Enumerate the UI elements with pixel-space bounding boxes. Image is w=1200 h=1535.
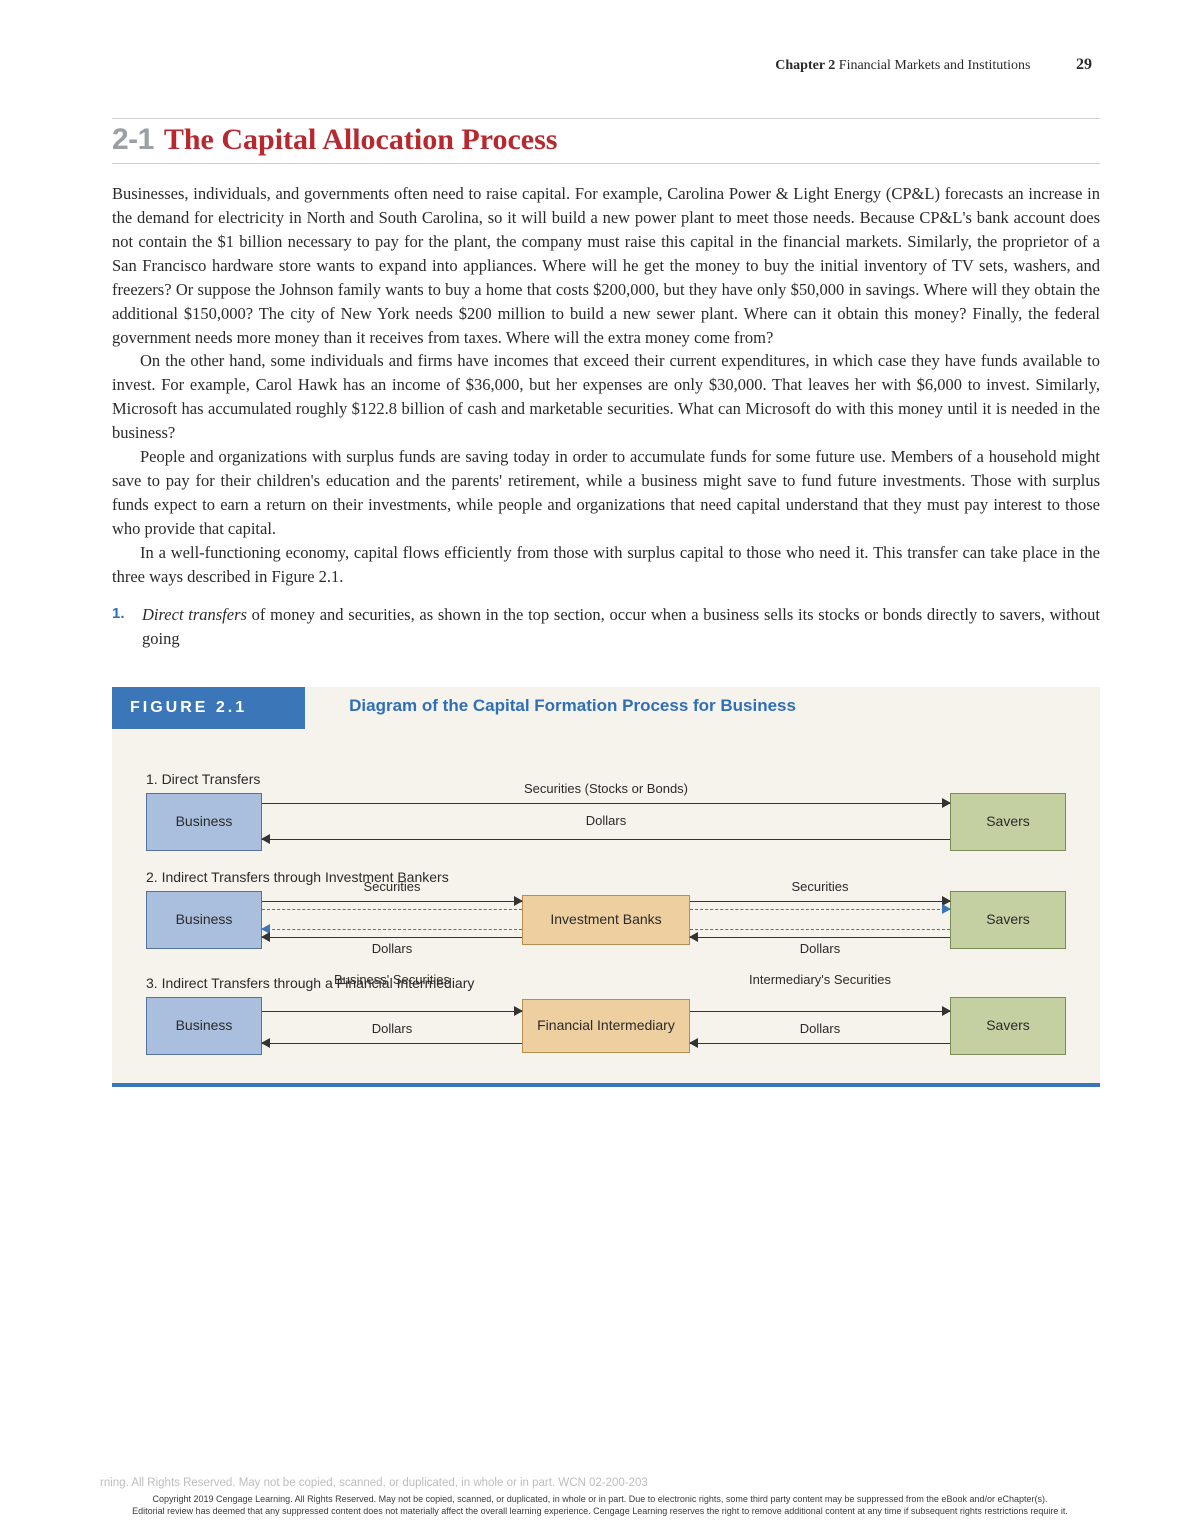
list-text: Direct transfers of money and securities… xyxy=(142,603,1100,651)
connector-2r: Securities Dollars xyxy=(690,891,950,949)
box-business-1: Business xyxy=(146,793,262,851)
arrow-label-3r-bot: Dollars xyxy=(800,1021,840,1036)
list-emphasis: Direct transfers xyxy=(142,605,247,624)
box-savers-2: Savers xyxy=(950,891,1066,949)
chapter-title: Financial Markets and Institutions xyxy=(839,58,1031,73)
footer-line-2: Copyright 2019 Cengage Learning. All Rig… xyxy=(100,1493,1100,1505)
paragraph-3: People and organizations with surplus fu… xyxy=(112,445,1100,541)
arrow-label-2r-bot: Dollars xyxy=(800,941,840,956)
diagram-area: 1. Direct Transfers Business Securities … xyxy=(112,729,1100,1055)
diagram-row-1: Business Securities (Stocks or Bonds) Do… xyxy=(146,793,1066,851)
page-header: Chapter 2 Financial Markets and Institut… xyxy=(112,56,1100,74)
paragraph-1: Businesses, individuals, and governments… xyxy=(112,182,1100,349)
paragraph-2: On the other hand, some individuals and … xyxy=(112,349,1100,445)
arrow-label-1-top: Securities (Stocks or Bonds) xyxy=(524,781,688,796)
diagram-row-2: Business Securities Dollars Investment B… xyxy=(146,891,1066,949)
list-rest: of money and securities, as shown in the… xyxy=(142,605,1100,648)
arrow-label-3l-top: Business' Securities xyxy=(334,973,450,987)
connector-3l: Business' Securities Dollars xyxy=(262,997,522,1055)
arrow-label-2l-top: Securities xyxy=(363,879,420,894)
arrow-label-3r-top: Intermediary's Securities xyxy=(749,973,891,987)
box-mid-2: Investment Banks xyxy=(522,895,690,945)
figure-title: Diagram of the Capital Formation Process… xyxy=(349,687,796,718)
connector-3r: Intermediary's Securities Dollars xyxy=(690,997,950,1055)
box-savers-3: Savers xyxy=(950,997,1066,1055)
section-heading: 2-1 The Capital Allocation Process xyxy=(112,118,1100,164)
connector-1: Securities (Stocks or Bonds) Dollars xyxy=(262,793,950,851)
connector-2l: Securities Dollars xyxy=(262,891,522,949)
figure-2-1: FIGURE 2.1 Diagram of the Capital Format… xyxy=(112,687,1100,1087)
list-marker: 1. xyxy=(112,603,128,651)
box-business-3: Business xyxy=(146,997,262,1055)
body-text: Businesses, individuals, and governments… xyxy=(112,182,1100,589)
arrow-label-2r-top: Securities xyxy=(791,879,848,894)
footer-line-1: rning. All Rights Reserved. May not be c… xyxy=(100,1477,1100,1489)
footer-line-3: Editorial review has deemed that any sup… xyxy=(100,1505,1100,1517)
arrow-label-2l-bot: Dollars xyxy=(372,941,412,956)
arrow-label-1-bot: Dollars xyxy=(586,813,626,828)
chapter-label: Chapter 2 xyxy=(775,58,835,73)
box-mid-3: Financial Intermediary xyxy=(522,999,690,1053)
page-footer: rning. All Rights Reserved. May not be c… xyxy=(0,1477,1200,1517)
section-number: 2-1 xyxy=(112,123,154,156)
figure-header: FIGURE 2.1 Diagram of the Capital Format… xyxy=(112,687,1100,729)
diagram-sub-2: 2. Indirect Transfers through Investment… xyxy=(146,869,1066,885)
paragraph-4: In a well-functioning economy, capital f… xyxy=(112,541,1100,589)
ordered-list-item: 1. Direct transfers of money and securit… xyxy=(112,603,1100,651)
figure-label: FIGURE 2.1 xyxy=(130,699,247,716)
diagram-sub-3: 3. Indirect Transfers through a Financia… xyxy=(146,975,1066,991)
page-number: 29 xyxy=(1076,56,1092,73)
arrow-label-3l-bot: Dollars xyxy=(372,1021,412,1036)
diagram-row-3: Business Business' Securities Dollars Fi… xyxy=(146,997,1066,1055)
figure-label-box: FIGURE 2.1 xyxy=(112,687,305,729)
box-business-2: Business xyxy=(146,891,262,949)
box-savers-1: Savers xyxy=(950,793,1066,851)
section-title: The Capital Allocation Process xyxy=(164,123,558,156)
